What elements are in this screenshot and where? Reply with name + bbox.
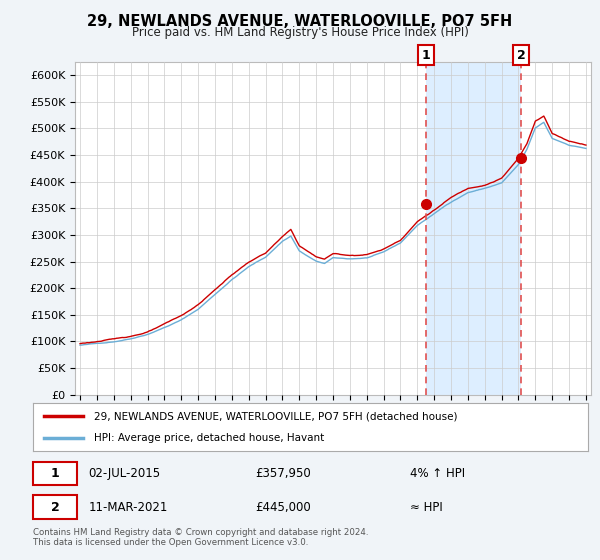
Text: 1: 1	[421, 49, 430, 62]
Text: ≈ HPI: ≈ HPI	[410, 501, 443, 514]
Text: 02-JUL-2015: 02-JUL-2015	[89, 467, 161, 480]
Text: HPI: Average price, detached house, Havant: HPI: Average price, detached house, Hava…	[94, 433, 325, 443]
Text: 2: 2	[51, 501, 59, 514]
Text: 29, NEWLANDS AVENUE, WATERLOOVILLE, PO7 5FH: 29, NEWLANDS AVENUE, WATERLOOVILLE, PO7 …	[88, 14, 512, 29]
Text: Contains HM Land Registry data © Crown copyright and database right 2024.
This d: Contains HM Land Registry data © Crown c…	[33, 528, 368, 547]
Text: £357,950: £357,950	[255, 467, 311, 480]
Text: 4% ↑ HPI: 4% ↑ HPI	[410, 467, 466, 480]
Text: Price paid vs. HM Land Registry's House Price Index (HPI): Price paid vs. HM Land Registry's House …	[131, 26, 469, 39]
Text: 2: 2	[517, 49, 526, 62]
Bar	[426, 62, 521, 395]
Text: 11-MAR-2021: 11-MAR-2021	[89, 501, 168, 514]
FancyBboxPatch shape	[33, 495, 77, 519]
Text: £445,000: £445,000	[255, 501, 311, 514]
Text: 1: 1	[51, 467, 59, 480]
FancyBboxPatch shape	[33, 461, 77, 486]
Text: 29, NEWLANDS AVENUE, WATERLOOVILLE, PO7 5FH (detached house): 29, NEWLANDS AVENUE, WATERLOOVILLE, PO7 …	[94, 411, 458, 421]
